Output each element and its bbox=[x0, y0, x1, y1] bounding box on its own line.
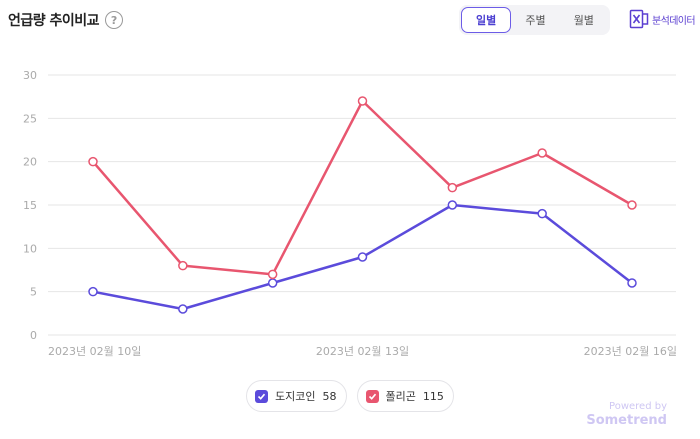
data-point[interactable] bbox=[357, 252, 368, 262]
data-point[interactable] bbox=[357, 96, 368, 106]
tab-daily[interactable]: 일별 bbox=[461, 7, 512, 33]
data-point[interactable] bbox=[267, 269, 278, 280]
y-tick-label: 15 bbox=[23, 199, 37, 212]
x-tick-label: 2023년 02월 10일 bbox=[48, 344, 141, 358]
data-point[interactable] bbox=[627, 200, 637, 210]
brand-logo: Sometrend bbox=[586, 413, 667, 428]
checkbox-icon bbox=[255, 389, 269, 403]
data-point[interactable] bbox=[627, 278, 637, 288]
y-tick-label: 25 bbox=[23, 112, 37, 125]
legend-item-series-1[interactable]: 도지코인 58 bbox=[246, 380, 347, 412]
y-tick-label: 30 bbox=[23, 69, 37, 82]
excel-export-icon bbox=[629, 9, 649, 29]
data-point[interactable] bbox=[88, 156, 98, 167]
chart-legend: 도지코인 58 폴리곤 115 bbox=[0, 380, 700, 412]
tab-weekly[interactable]: 주별 bbox=[525, 14, 546, 27]
data-point[interactable] bbox=[178, 260, 188, 271]
data-point[interactable] bbox=[178, 304, 188, 314]
legend-item-series-2[interactable]: 폴리곤 115 bbox=[356, 380, 454, 412]
powered-by: Powered by Sometrend bbox=[586, 401, 667, 428]
legend-series-total: 58 bbox=[322, 389, 337, 403]
checkbox-icon bbox=[365, 389, 379, 403]
legend-series-name: 도지코인 bbox=[275, 390, 316, 403]
chart-title: 언급량 추이비교 bbox=[8, 13, 100, 29]
line-chart: 0 5 10 15 20 25 30 2023년 02월 10일 2023년 02월 13일 2… bbox=[23, 69, 677, 358]
data-point[interactable] bbox=[537, 208, 547, 219]
export-data-button[interactable]: 분석데이터 bbox=[629, 9, 696, 29]
y-tick-label: 0 bbox=[30, 329, 37, 342]
powered-by-text: Powered by bbox=[609, 401, 667, 412]
data-point[interactable] bbox=[537, 148, 547, 158]
y-tick-label: 20 bbox=[23, 156, 37, 169]
legend-series-total: 115 bbox=[422, 389, 444, 403]
data-point[interactable] bbox=[267, 278, 278, 288]
x-tick-label: 2023년 02월 13일 bbox=[316, 344, 409, 358]
legend-series-name: 폴리곤 bbox=[385, 390, 416, 403]
help-icon[interactable]: ? bbox=[105, 11, 124, 29]
data-point[interactable] bbox=[447, 200, 458, 210]
period-tabs: 일별 주별 월별 bbox=[459, 5, 610, 35]
chart-header: 언급량 추이비교 ? bbox=[8, 10, 124, 30]
data-point[interactable] bbox=[88, 286, 98, 297]
y-tick-label: 10 bbox=[23, 242, 37, 255]
x-tick-label: 2023년 02월 16일 bbox=[584, 344, 677, 358]
tab-monthly[interactable]: 월별 bbox=[573, 14, 594, 27]
y-tick-label: 5 bbox=[30, 286, 37, 299]
data-point[interactable] bbox=[447, 182, 458, 193]
export-label: 분석데이터 bbox=[652, 15, 696, 27]
